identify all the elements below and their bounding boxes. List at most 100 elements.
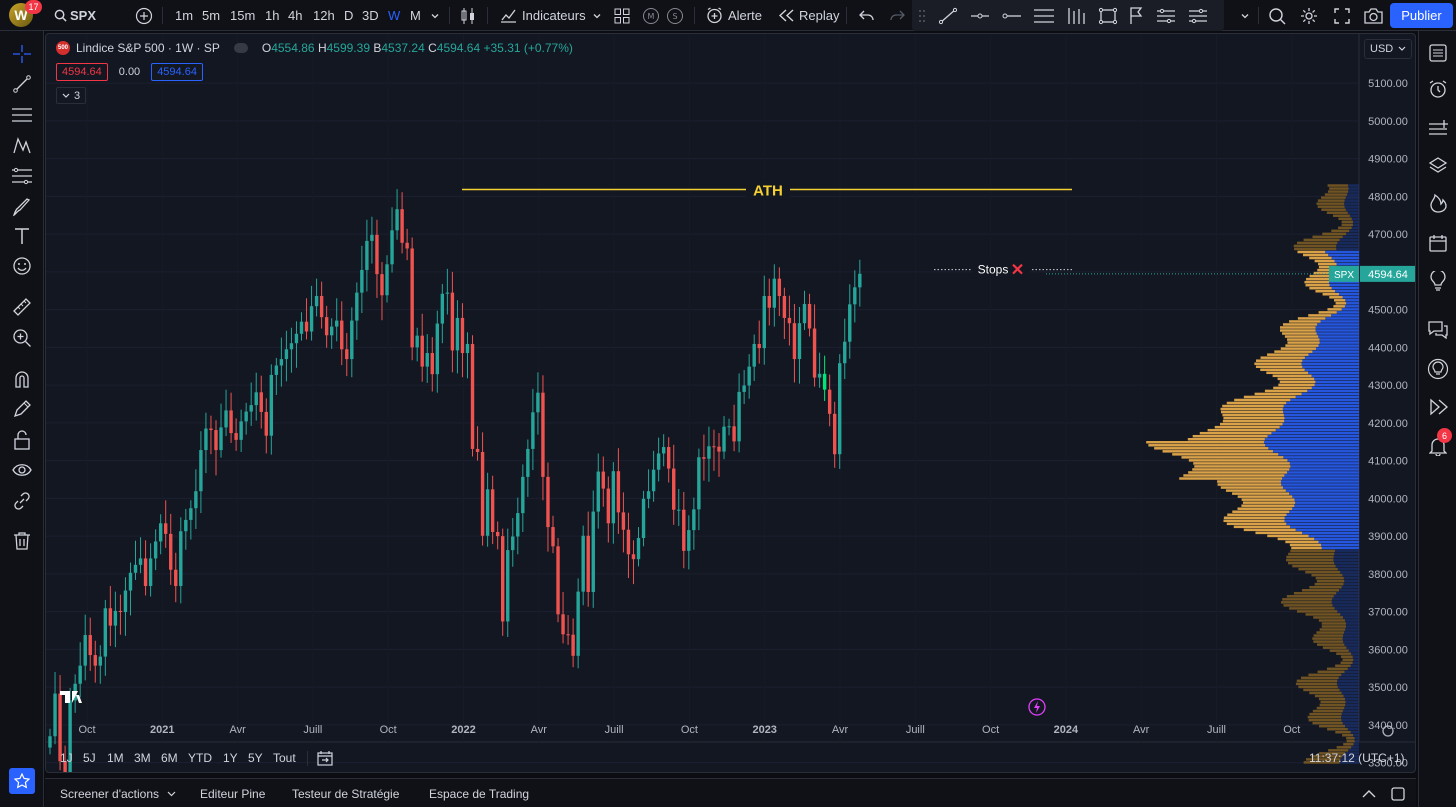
replay-panel-button[interactable] bbox=[1426, 395, 1450, 419]
magnet-tool[interactable] bbox=[10, 367, 34, 391]
buy-button[interactable]: 4594.64 bbox=[151, 63, 203, 81]
range-1y[interactable]: 1Y bbox=[223, 751, 238, 765]
volume-profile-up-bar bbox=[1268, 447, 1359, 450]
eye-toggle-icon[interactable] bbox=[233, 43, 248, 53]
candle-body bbox=[138, 558, 143, 565]
flag-tool[interactable] bbox=[1129, 0, 1145, 31]
publish-button[interactable]: Publier bbox=[1390, 3, 1453, 28]
price-chart[interactable]: 5100.005000.004900.004800.004700.004600.… bbox=[46, 34, 1416, 773]
chart-pane[interactable]: 5100.005000.004900.004800.004700.004600.… bbox=[45, 33, 1416, 773]
drawings-dropdown[interactable] bbox=[1240, 0, 1250, 31]
range-1m[interactable]: 1M bbox=[107, 751, 124, 765]
tab-trading-panel[interactable]: Espace de Trading bbox=[429, 786, 530, 801]
horizontal-ray-tool[interactable] bbox=[970, 0, 990, 31]
short-position-tool[interactable] bbox=[1188, 0, 1208, 31]
volume-profile-up-bar bbox=[1318, 335, 1359, 338]
replay-button[interactable]: Replay bbox=[779, 0, 839, 31]
brush-tool[interactable] bbox=[10, 195, 34, 219]
alert-button[interactable]: Alerte bbox=[706, 0, 762, 31]
interval-4h[interactable]: 4h bbox=[288, 8, 303, 23]
range-6m[interactable]: 6M bbox=[161, 751, 178, 765]
forecast-tool[interactable] bbox=[10, 164, 34, 188]
interval-1h[interactable]: 1h bbox=[265, 8, 280, 23]
layers-button[interactable] bbox=[1426, 154, 1450, 178]
volume-profile-down-bar bbox=[1333, 305, 1345, 308]
indicators-dropdown[interactable] bbox=[592, 0, 602, 31]
parallel-channel-tool[interactable] bbox=[1033, 0, 1055, 31]
interval-dropdown[interactable] bbox=[430, 0, 440, 31]
streams-button[interactable] bbox=[1426, 357, 1450, 381]
emoji-tool[interactable] bbox=[10, 254, 34, 278]
candle-body bbox=[480, 451, 485, 536]
interval-m[interactable]: M bbox=[410, 8, 421, 23]
range-3m[interactable]: 3M bbox=[134, 751, 151, 765]
settings-button[interactable] bbox=[1300, 0, 1318, 31]
indicators-collapse-button[interactable]: 3 bbox=[56, 87, 87, 104]
volume-profile-up-bar bbox=[1342, 573, 1359, 577]
ideas-button[interactable] bbox=[1426, 269, 1450, 293]
fullscreen-button[interactable] bbox=[1334, 0, 1350, 31]
pattern-tool[interactable] bbox=[10, 134, 34, 158]
drag-handle-icon[interactable] bbox=[918, 0, 926, 31]
calendar-button[interactable] bbox=[1426, 231, 1450, 255]
layouts-button[interactable] bbox=[614, 0, 630, 31]
text-tool[interactable] bbox=[10, 224, 34, 248]
hotlists-button[interactable] bbox=[1426, 191, 1450, 215]
interval-15m[interactable]: 15m bbox=[230, 8, 256, 23]
trend-line-tool[interactable] bbox=[938, 0, 958, 31]
symbol-search[interactable]: SPX bbox=[54, 0, 96, 31]
multi-chart-m-button[interactable]: M bbox=[642, 0, 660, 31]
maximize-panel-button[interactable] bbox=[1391, 779, 1405, 807]
channel-tool[interactable] bbox=[10, 103, 34, 127]
range-5d[interactable]: 5J bbox=[83, 751, 96, 765]
candle-body bbox=[848, 304, 852, 342]
rectangle-tool[interactable] bbox=[1098, 0, 1118, 31]
currency-select[interactable]: USD bbox=[1364, 39, 1412, 59]
multi-chart-s-button[interactable]: S bbox=[666, 0, 684, 31]
collapse-panel-button[interactable] bbox=[1362, 779, 1376, 807]
remove-drawings-tool[interactable] bbox=[10, 529, 34, 553]
compare-add-button[interactable] bbox=[135, 0, 153, 31]
volume-profile-up-bar bbox=[1308, 353, 1359, 356]
range-all[interactable]: Tout bbox=[273, 751, 296, 765]
undo-button[interactable] bbox=[859, 0, 874, 31]
zoom-tool[interactable] bbox=[10, 326, 34, 350]
interval-d[interactable]: D bbox=[344, 8, 354, 23]
watchlist-button[interactable] bbox=[1426, 41, 1450, 65]
long-position-tool[interactable] bbox=[1156, 0, 1176, 31]
chats-button[interactable] bbox=[1426, 318, 1450, 342]
crosshair-tool[interactable] bbox=[10, 42, 34, 66]
fib-tool[interactable] bbox=[1067, 0, 1087, 31]
clock-time[interactable]: 11:37:12 (UTC+1) bbox=[1309, 751, 1405, 765]
object-tree-button[interactable] bbox=[1426, 117, 1450, 141]
horizontal-ray-tool-2[interactable] bbox=[1002, 0, 1022, 31]
lock-drawing-mode-tool[interactable] bbox=[10, 397, 34, 421]
series-title[interactable]: Lindice S&P 500 · 1W · SP bbox=[76, 41, 220, 55]
volume-profile-up-bar bbox=[1352, 220, 1359, 224]
alerts-button[interactable] bbox=[1426, 77, 1450, 101]
hide-drawings-tool[interactable] bbox=[10, 458, 34, 482]
sync-drawings-tool[interactable] bbox=[10, 489, 34, 513]
range-5y[interactable]: 5Y bbox=[248, 751, 263, 765]
lock-all-tool[interactable] bbox=[10, 428, 34, 452]
indicators-button[interactable]: Indicateurs bbox=[500, 0, 586, 31]
tab-stock-screener[interactable]: Screener d'actions bbox=[60, 779, 176, 807]
interval-w[interactable]: W bbox=[388, 8, 401, 23]
favorites-toolbar-button[interactable] bbox=[9, 768, 35, 794]
tab-strategy-tester[interactable]: Testeur de Stratégie bbox=[292, 786, 400, 801]
chart-type-button[interactable] bbox=[460, 0, 476, 31]
trend-line-tool[interactable] bbox=[10, 72, 34, 96]
goto-date-button[interactable] bbox=[317, 744, 333, 772]
sell-button[interactable]: 4594.64 bbox=[56, 63, 108, 81]
quick-search-button[interactable] bbox=[1268, 0, 1286, 31]
interval-12h[interactable]: 12h bbox=[313, 8, 335, 23]
interval-5m[interactable]: 5m bbox=[202, 8, 221, 23]
interval-1m[interactable]: 1m bbox=[175, 8, 194, 23]
redo-button[interactable] bbox=[890, 0, 905, 31]
snapshot-button[interactable] bbox=[1364, 0, 1383, 31]
range-1d[interactable]: 1J bbox=[60, 751, 73, 765]
measure-tool[interactable] bbox=[10, 295, 34, 319]
interval-3d[interactable]: 3D bbox=[362, 8, 379, 23]
tab-pine-editor[interactable]: Editeur Pine bbox=[200, 786, 266, 801]
range-ytd[interactable]: YTD bbox=[188, 751, 212, 765]
